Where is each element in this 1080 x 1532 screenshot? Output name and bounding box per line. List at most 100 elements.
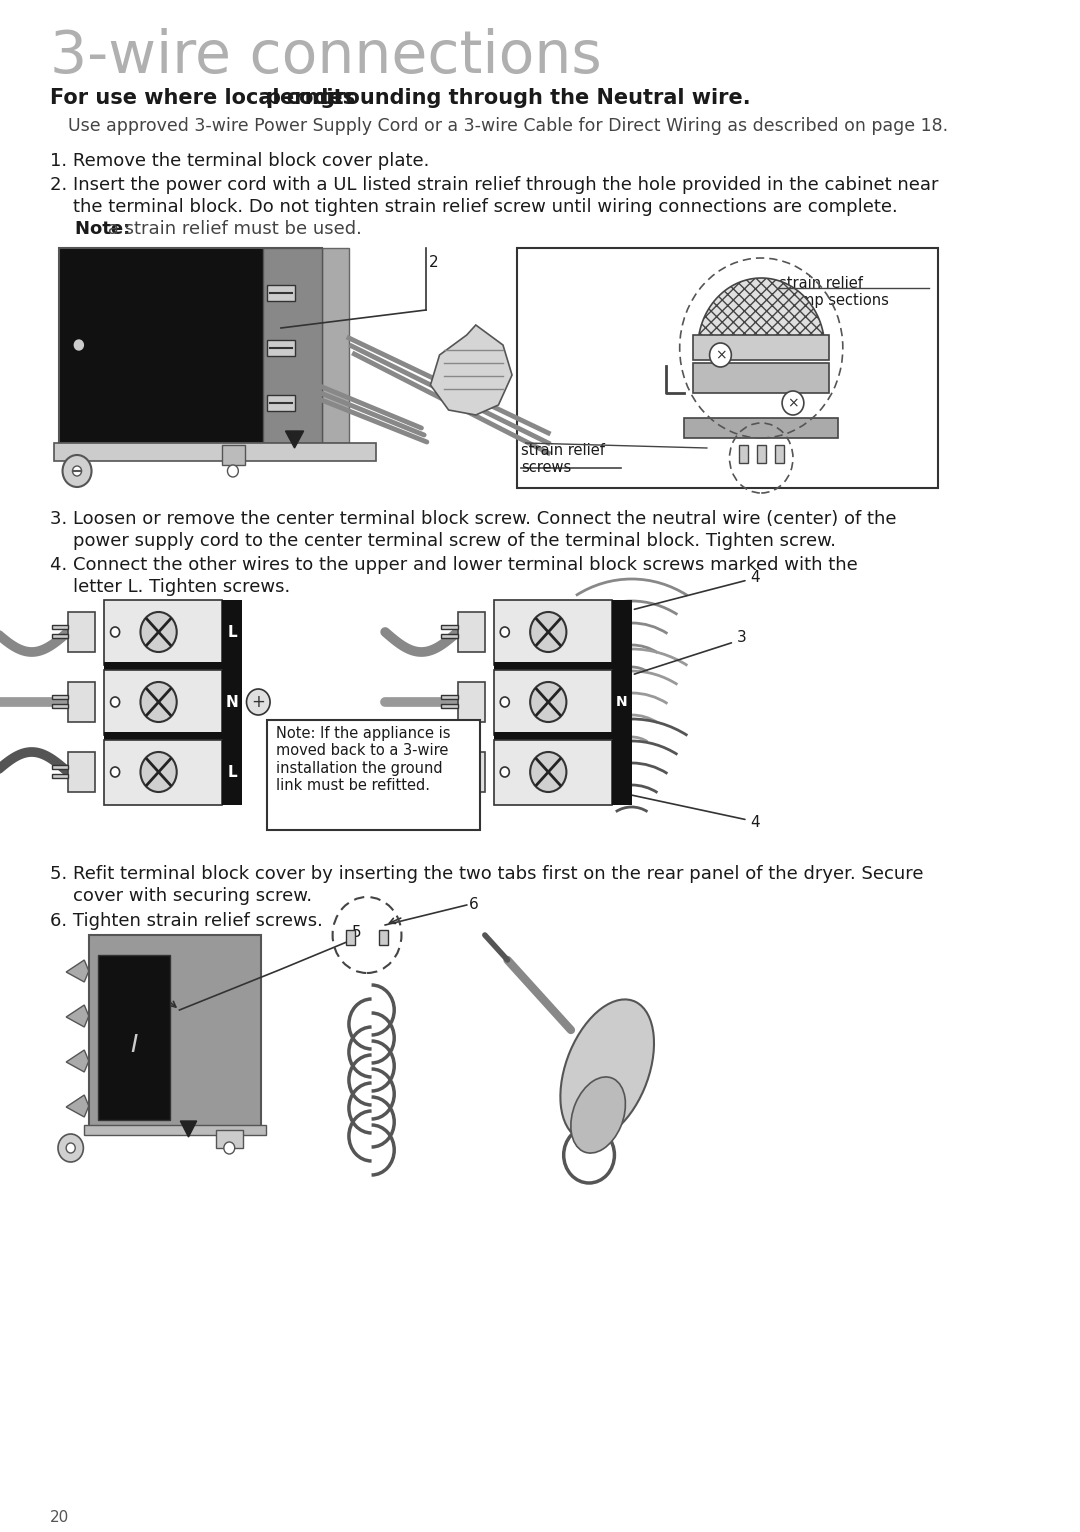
Text: grounding through the Neutral wire.: grounding through the Neutral wire.	[312, 87, 751, 107]
Circle shape	[140, 752, 177, 792]
Bar	[68, 752, 95, 792]
Bar	[104, 662, 242, 669]
Circle shape	[63, 455, 92, 487]
Text: 5: 5	[352, 925, 361, 941]
Bar	[89, 935, 261, 1131]
Text: Note:: Note:	[50, 221, 130, 237]
Circle shape	[710, 343, 731, 368]
Circle shape	[500, 697, 510, 706]
Bar	[52, 705, 68, 708]
Text: N: N	[226, 694, 239, 709]
Bar	[68, 611, 95, 653]
Polygon shape	[180, 1121, 197, 1137]
Bar	[774, 444, 784, 463]
Polygon shape	[66, 1005, 89, 1026]
Circle shape	[75, 340, 83, 349]
Bar	[54, 443, 376, 461]
Bar	[494, 732, 632, 740]
Bar	[262, 248, 322, 443]
Bar	[104, 732, 242, 740]
Bar	[52, 774, 68, 778]
Bar	[59, 248, 322, 443]
Bar	[611, 601, 632, 665]
Text: 4: 4	[751, 570, 760, 585]
Ellipse shape	[571, 1077, 625, 1154]
Text: letter L. Tighten screws.: letter L. Tighten screws.	[50, 578, 291, 596]
Circle shape	[228, 466, 239, 476]
Text: 1. Remove the terminal block cover plate.: 1. Remove the terminal block cover plate…	[50, 152, 429, 170]
Text: 3. Loosen or remove the center terminal block screw. Connect the neutral wire (c: 3. Loosen or remove the center terminal …	[50, 510, 896, 529]
Text: 2: 2	[429, 254, 438, 270]
Bar	[52, 696, 68, 699]
Circle shape	[66, 1143, 76, 1154]
Circle shape	[110, 697, 120, 706]
Bar	[494, 669, 611, 735]
Text: 3-wire connections: 3-wire connections	[50, 28, 602, 84]
Circle shape	[530, 752, 566, 792]
Polygon shape	[285, 430, 303, 447]
Circle shape	[72, 466, 82, 476]
Ellipse shape	[561, 999, 654, 1141]
Text: the terminal block. Do not tighten strain relief screw until wiring connections : the terminal block. Do not tighten strai…	[50, 198, 897, 216]
Bar	[322, 248, 349, 443]
Text: ×: ×	[715, 348, 726, 362]
Bar	[268, 340, 295, 355]
Circle shape	[140, 682, 177, 722]
Bar	[268, 720, 481, 830]
Text: 6. Tighten strain relief screws.: 6. Tighten strain relief screws.	[50, 912, 323, 930]
Bar	[442, 634, 458, 637]
Text: 6: 6	[469, 898, 478, 912]
Text: 4. Connect the other wires to the upper and lower terminal block screws marked w: 4. Connect the other wires to the upper …	[50, 556, 858, 574]
Bar	[216, 1131, 243, 1147]
Bar	[442, 625, 458, 630]
Bar	[104, 601, 222, 665]
Bar	[494, 601, 611, 665]
Bar	[268, 395, 295, 411]
Bar	[739, 444, 747, 463]
Bar	[222, 601, 242, 665]
Circle shape	[224, 1141, 234, 1154]
Bar	[104, 669, 222, 735]
Text: 4: 4	[751, 815, 760, 830]
Text: strain relief
screws: strain relief screws	[521, 443, 605, 475]
Polygon shape	[698, 277, 825, 348]
Bar	[757, 444, 766, 463]
Circle shape	[246, 689, 270, 715]
Text: +: +	[252, 692, 266, 711]
Bar	[611, 669, 632, 735]
Bar	[458, 611, 485, 653]
Text: 3: 3	[737, 630, 746, 645]
Circle shape	[500, 768, 510, 777]
Bar	[68, 682, 95, 722]
Text: 2. Insert the power cord with a UL listed strain relief through the hole provide: 2. Insert the power cord with a UL liste…	[50, 176, 939, 195]
Text: strain relief
clamp sections: strain relief clamp sections	[780, 276, 889, 308]
Bar	[685, 418, 838, 438]
Circle shape	[58, 1134, 83, 1161]
Text: permit: permit	[266, 87, 345, 107]
Bar	[458, 752, 485, 792]
Text: 20: 20	[50, 1511, 69, 1524]
Bar	[494, 662, 632, 669]
Text: power supply cord to the center terminal screw of the terminal block. Tighten sc: power supply cord to the center terminal…	[50, 532, 836, 550]
Bar	[84, 1124, 266, 1135]
Text: 5. Refit terminal block cover by inserting the two tabs first on the rear panel : 5. Refit terminal block cover by inserti…	[50, 866, 923, 882]
Bar	[222, 740, 242, 804]
Bar	[693, 336, 829, 360]
Text: For use where local codes: For use where local codes	[50, 87, 362, 107]
Bar	[494, 740, 611, 804]
Bar	[268, 285, 295, 300]
Bar	[222, 444, 245, 466]
Circle shape	[110, 768, 120, 777]
Bar	[693, 363, 829, 394]
Bar	[611, 740, 632, 804]
Bar	[442, 696, 458, 699]
Bar	[458, 682, 485, 722]
Bar	[52, 634, 68, 637]
Bar	[347, 930, 355, 945]
Bar	[104, 740, 222, 804]
Bar	[222, 669, 242, 735]
Bar	[442, 764, 458, 769]
Circle shape	[500, 627, 510, 637]
Circle shape	[140, 611, 177, 653]
Bar	[379, 930, 388, 945]
